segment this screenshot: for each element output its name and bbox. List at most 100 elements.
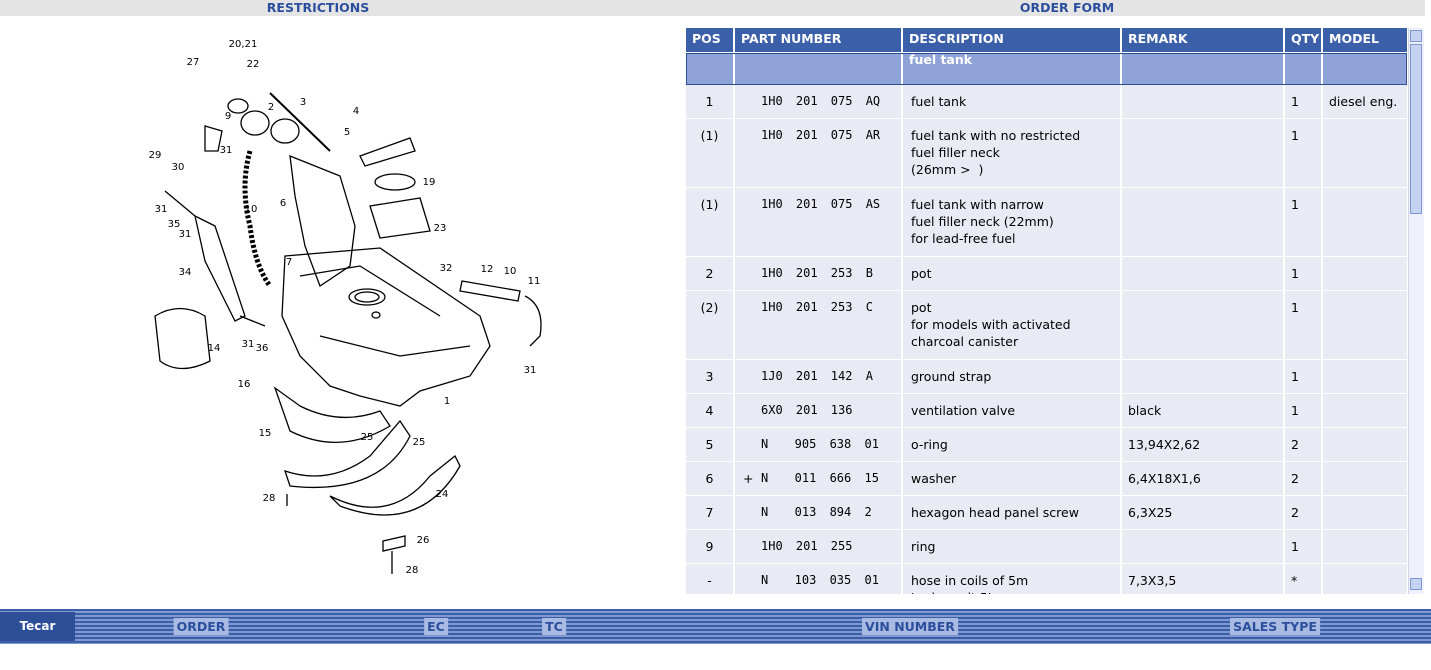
row-bg <box>735 119 901 187</box>
row-bg <box>686 188 733 256</box>
qty: 1 <box>1291 403 1299 418</box>
row-bg <box>1323 291 1407 359</box>
row-bg <box>1323 428 1407 461</box>
pos: 6 <box>705 471 714 486</box>
footer-link[interactable]: ORDER <box>173 618 229 635</box>
callout: 30 <box>172 162 185 173</box>
callout: 6 <box>280 198 286 209</box>
callout: 1 <box>444 396 450 407</box>
pos: 2 <box>705 266 714 281</box>
part-number: N 103 035 01 <box>761 573 879 587</box>
remark: 6,4X18X1,6 <box>1128 471 1201 486</box>
qty: 1 <box>1291 128 1299 143</box>
remark <box>1122 93 1282 110</box>
top-bar <box>0 0 1425 16</box>
callout: 19 <box>423 177 436 188</box>
row-bg <box>686 462 733 495</box>
part-number: N 013 894 2 <box>761 505 872 519</box>
footer-link[interactable]: EC <box>424 618 448 635</box>
description: fuel tank <box>911 94 967 109</box>
callout: 31 <box>242 339 255 350</box>
column-header: QTY <box>1285 28 1321 52</box>
callout: 26 <box>417 535 430 546</box>
pos: 7 <box>705 505 714 520</box>
model <box>1323 265 1407 282</box>
row-bg <box>903 85 1120 118</box>
group-cell <box>1285 53 1321 84</box>
remark <box>1122 196 1282 213</box>
part-number: 1H0 201 253 B <box>761 266 873 280</box>
scrollbar[interactable] <box>1408 28 1424 594</box>
callout: 15 <box>259 428 272 439</box>
brand-link[interactable]: Tecar Forum <box>0 612 75 662</box>
part-number: N 905 638 01 <box>761 437 879 451</box>
qty: 1 <box>1291 539 1299 554</box>
model <box>1323 572 1407 589</box>
restrictions-tab[interactable]: RESTRICTIONS <box>266 0 370 15</box>
model <box>1323 299 1407 316</box>
pos: 5 <box>705 437 714 452</box>
pos: (2) <box>700 300 719 315</box>
row-bg <box>686 85 733 118</box>
description: for models with activated <box>911 317 1071 332</box>
callout: 36 <box>256 343 269 354</box>
row-bg <box>735 360 901 393</box>
row-bg <box>1285 119 1321 187</box>
description: fuel tank with narrow <box>911 197 1044 212</box>
description: washer <box>911 471 957 486</box>
description: (26mm > ) <box>911 162 984 177</box>
row-bg <box>1323 530 1407 563</box>
row-bg <box>1323 394 1407 427</box>
row-bg <box>1285 188 1321 256</box>
row-bg <box>1122 85 1283 118</box>
row-bg <box>903 530 1120 563</box>
description: hose in coils of 5m <box>911 573 1029 588</box>
group-cell <box>686 53 733 84</box>
row-bg <box>903 394 1120 427</box>
row-bg <box>1323 257 1407 290</box>
row-bg <box>1122 564 1283 594</box>
callout: 23 <box>434 223 447 234</box>
footer-link[interactable]: TC <box>542 618 566 635</box>
qty: 1 <box>1291 197 1299 212</box>
description: pot <box>911 266 932 281</box>
row-bg <box>903 257 1120 290</box>
order-form-tab[interactable]: ORDER FORM <box>1019 0 1115 15</box>
row-bg <box>735 462 901 495</box>
scroll-up[interactable] <box>1410 30 1422 42</box>
remark <box>1122 368 1282 385</box>
qty: 1 <box>1291 94 1299 109</box>
row-bg <box>686 496 733 529</box>
row-bg <box>686 428 733 461</box>
description: hexagon head panel screw <box>911 505 1079 520</box>
model <box>1323 470 1407 487</box>
column-header: PART NUMBER <box>735 28 901 52</box>
scroll-down[interactable] <box>1410 578 1422 590</box>
row-bg <box>903 428 1120 461</box>
row-bg <box>686 119 733 187</box>
row-bg <box>735 188 901 256</box>
scroll-thumb[interactable] <box>1410 44 1422 214</box>
row-bg <box>1285 462 1321 495</box>
callout: 10 <box>504 266 517 277</box>
row-bg <box>686 291 733 359</box>
row-bg <box>686 564 733 594</box>
model <box>1323 402 1407 419</box>
qty: 1 <box>1291 300 1299 315</box>
row-bg <box>686 394 733 427</box>
qty: 2 <box>1291 471 1299 486</box>
footer-link[interactable]: VIN NUMBER <box>862 618 958 635</box>
part-number: 1H0 201 075 AS <box>761 197 881 211</box>
row-bg <box>1323 119 1407 187</box>
description: charcoal canister <box>911 334 1019 349</box>
row-bg <box>735 394 901 427</box>
column-header: REMARK <box>1122 28 1283 52</box>
callout: 2 <box>268 102 274 113</box>
footer-link[interactable]: SALES TYPE <box>1230 618 1320 635</box>
callout: 14 <box>208 343 221 354</box>
pos: (1) <box>700 197 719 212</box>
callout: 34 <box>179 267 192 278</box>
qty: 2 <box>1291 437 1299 452</box>
footer-bar <box>0 609 1431 644</box>
pos: 1 <box>705 94 714 109</box>
